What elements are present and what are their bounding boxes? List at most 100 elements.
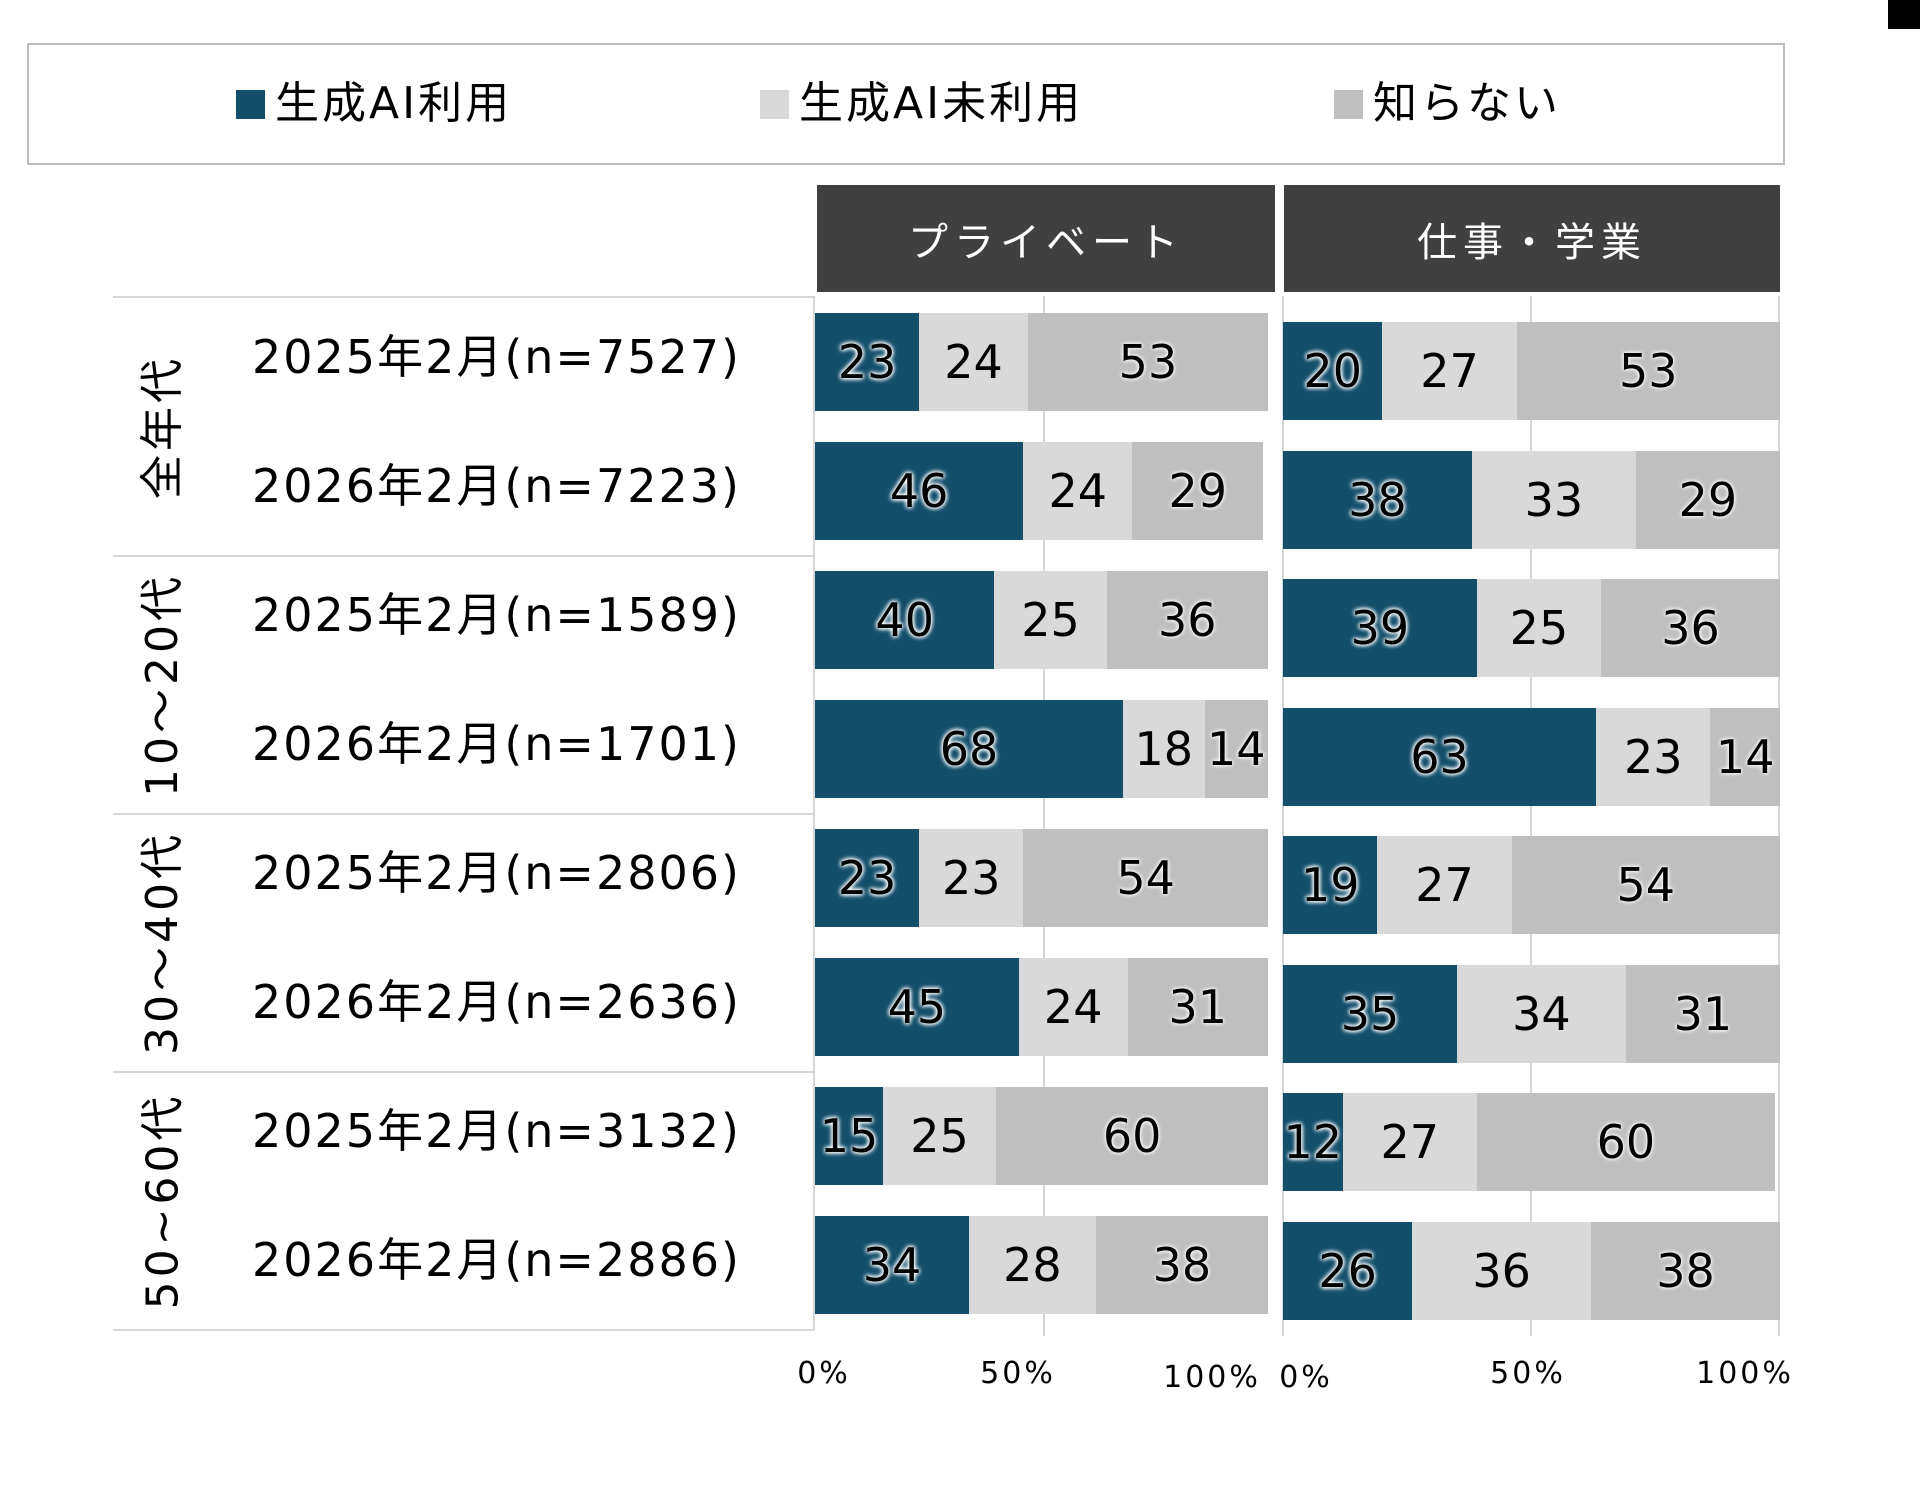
stacked-bar: 15 25 60 [815, 1087, 1268, 1185]
panel-header-private: プライベート [817, 185, 1275, 292]
bar-segment: 23 [815, 313, 920, 411]
table-divider [113, 555, 813, 557]
bar-segment: 31 [1127, 958, 1268, 1056]
bar-segment: 14 [1710, 708, 1780, 806]
stacked-bar: 40 25 36 [815, 571, 1268, 669]
bar-segment: 34 [815, 1216, 970, 1314]
stacked-bar: 63 23 14 [1283, 708, 1780, 806]
axis-tick-private-50: 50% [980, 1356, 1056, 1391]
bar-segment: 53 [1516, 322, 1780, 420]
group-label-10-20s: 10～20代 [137, 573, 189, 797]
axis-tick-private-100: 100% [1163, 1360, 1261, 1395]
group-label-30-40s: 30～40代 [137, 831, 189, 1055]
stacked-bar: 39 25 36 [1283, 579, 1780, 677]
bar-segment: 24 [919, 313, 1028, 411]
bar-segment: 54 [1023, 829, 1268, 927]
stacked-bar: 19 27 54 [1283, 836, 1780, 934]
legend-label: 生成AI未利用 [799, 78, 1084, 129]
bar-segment: 40 [815, 571, 995, 669]
legend-label: 生成AI利用 [275, 78, 513, 129]
axis-tick-work-100: 100% [1696, 1356, 1794, 1391]
table-divider [113, 296, 813, 298]
group-label-50-60s: 50~60代 [137, 1092, 188, 1310]
bar-segment: 38 [1591, 1222, 1780, 1320]
bar-segment: 24 [1023, 442, 1133, 540]
stacked-bar: 20 27 53 [1283, 322, 1780, 420]
legend-swatch-icon [760, 89, 789, 119]
bar-segment: 36 [1412, 1222, 1592, 1320]
bar-segment: 24 [1018, 958, 1128, 1056]
stacked-bar: 23 24 53 [815, 313, 1268, 411]
bar-segment: 46 [815, 442, 1024, 540]
axis-tick-private-0: 0% [797, 1356, 851, 1391]
table-divider [113, 1071, 813, 1073]
table-divider [113, 1329, 813, 1331]
bar-segment: 60 [1476, 1093, 1775, 1191]
bar-segment: 35 [1283, 965, 1457, 1063]
bar-segment: 14 [1204, 700, 1268, 798]
bar-segment: 31 [1625, 965, 1780, 1063]
bar-segment: 27 [1377, 836, 1512, 934]
gridline-private-50 [1043, 296, 1045, 1336]
legend-item-unaware: 知らない [1334, 77, 1561, 131]
row-label: 2026年2月(n=1701) [252, 717, 741, 771]
legend-swatch-icon [236, 89, 265, 119]
bar-segment: 38 [1095, 1216, 1268, 1314]
stacked-bar: 68 18 14 [815, 700, 1268, 798]
bar-segment: 23 [1596, 708, 1711, 806]
bar-segment: 25 [1476, 579, 1602, 677]
bar-segment: 23 [919, 829, 1024, 927]
bar-segment: 29 [1132, 442, 1264, 540]
corner-block [1888, 0, 1920, 29]
bar-segment: 26 [1283, 1222, 1413, 1320]
bar-segment: 12 [1283, 1093, 1343, 1191]
bar-segment: 54 [1511, 836, 1780, 934]
legend-item-not-used: 生成AI未利用 [760, 77, 1083, 131]
stacked-bar: 26 36 38 [1283, 1222, 1780, 1320]
bar-segment: 53 [1027, 313, 1268, 411]
legend-item-used: 生成AI利用 [236, 77, 512, 131]
group-label-all-ages: 全年代 [137, 354, 188, 499]
legend-label: 知らない [1373, 78, 1561, 129]
bar-segment: 25 [994, 571, 1107, 669]
bar-segment: 34 [1456, 965, 1626, 1063]
row-label: 2026年2月(n=7223) [252, 459, 741, 513]
stacked-bar: 23 23 54 [815, 829, 1268, 927]
gridline-work-100 [1778, 296, 1780, 1336]
row-label: 2026年2月(n=2636) [252, 975, 741, 1029]
stacked-bar: 12 27 60 [1283, 1093, 1780, 1191]
bar-segment: 36 [1106, 571, 1268, 669]
row-label: 2025年2月(n=3132) [252, 1104, 741, 1158]
bar-segment: 27 [1342, 1093, 1477, 1191]
row-label: 2025年2月(n=7527) [252, 330, 741, 384]
stacked-bar: 34 28 38 [815, 1216, 1268, 1314]
row-label: 2026年2月(n=2886) [252, 1233, 741, 1287]
bar-segment: 45 [815, 958, 1019, 1056]
bar-segment: 20 [1283, 322, 1383, 420]
bar-segment: 15 [815, 1087, 883, 1185]
bar-segment: 68 [815, 700, 1124, 798]
table-divider [113, 813, 813, 815]
legend-swatch-icon [1334, 89, 1363, 119]
stacked-bar: 45 24 31 [815, 958, 1268, 1056]
bar-segment: 25 [882, 1087, 997, 1185]
row-label: 2025年2月(n=2806) [252, 846, 741, 900]
stacked-bar: 46 24 29 [815, 442, 1268, 540]
bar-segment: 38 [1283, 451, 1472, 549]
bar-segment: 18 [1123, 700, 1205, 798]
gridline-work-50 [1530, 296, 1532, 1336]
stacked-bar: 35 34 31 [1283, 965, 1780, 1063]
bar-segment: 23 [815, 829, 920, 927]
gridline-private-0 [813, 296, 815, 1331]
panel-header-work: 仕事・学業 [1284, 185, 1780, 292]
axis-tick-work-0: 0% [1279, 1360, 1333, 1395]
bar-segment: 33 [1471, 451, 1636, 549]
bar-segment: 36 [1601, 579, 1780, 677]
bar-segment: 19 [1283, 836, 1378, 934]
bar-segment: 39 [1283, 579, 1477, 677]
legend: 生成AI利用 生成AI未利用 知らない [27, 43, 1785, 165]
bar-segment: 63 [1283, 708, 1597, 806]
bar-segment: 27 [1382, 322, 1517, 420]
stacked-bar: 38 33 29 [1283, 451, 1780, 549]
axis-tick-work-50: 50% [1490, 1356, 1566, 1391]
